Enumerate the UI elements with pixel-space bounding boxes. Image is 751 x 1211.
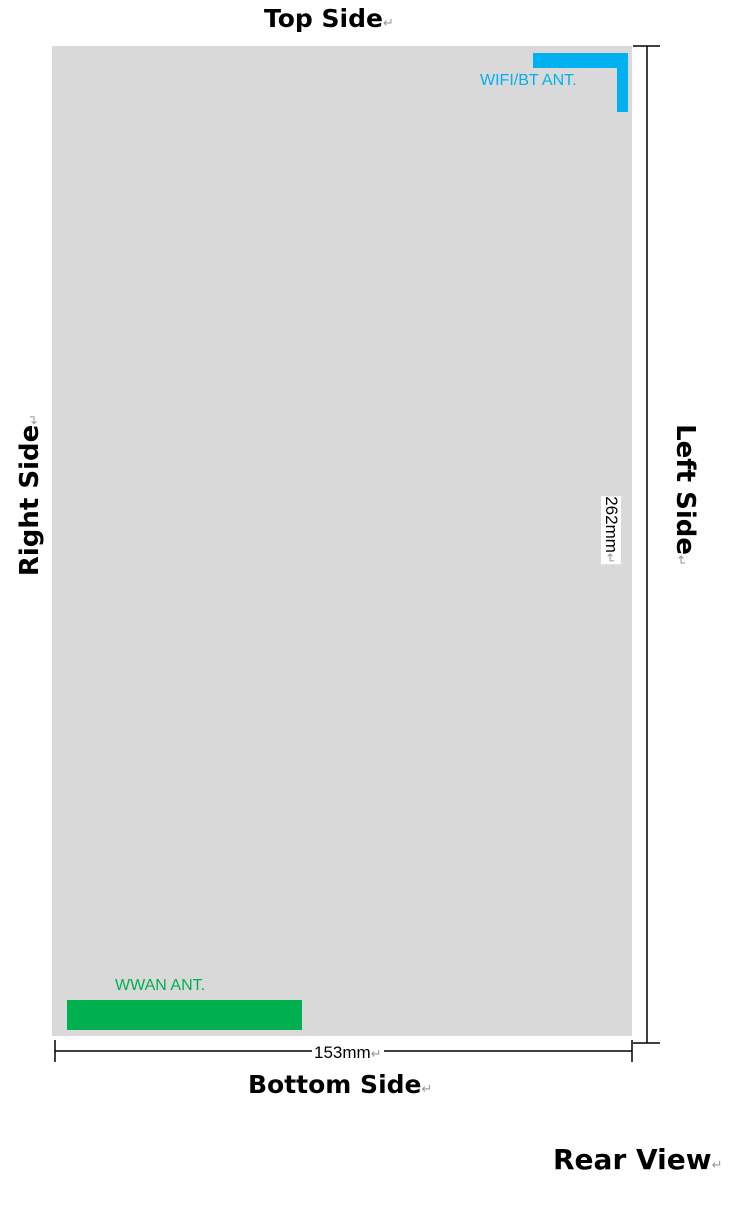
- width-dimension-label: 153mm↵: [312, 1043, 384, 1063]
- top-side-label: Top Side↵: [264, 4, 394, 33]
- device-rear-panel: [52, 46, 632, 1036]
- return-mark-icon: ↵: [602, 552, 617, 564]
- return-mark-icon: ↵: [382, 16, 394, 31]
- return-mark-icon: ↵: [711, 1158, 723, 1173]
- height-dimension-label: 262mm↵: [601, 496, 621, 564]
- right-side-label: Right Side↵: [15, 413, 45, 577]
- wifi-bt-antenna-vertical: [617, 53, 628, 112]
- wifi-bt-antenna-horizontal: [533, 53, 628, 68]
- wifi-bt-antenna-label: WIFI/BT ANT.: [480, 72, 577, 89]
- return-mark-icon: ↵: [421, 1082, 433, 1097]
- return-mark-icon: ↵: [370, 1047, 382, 1062]
- bottom-side-label: Bottom Side↵: [248, 1070, 433, 1099]
- left-side-label: Left Side↵: [670, 424, 700, 566]
- wwan-antenna-label: WWAN ANT.: [115, 977, 206, 994]
- return-mark-icon: ↵: [27, 413, 42, 425]
- rear-view-title: Rear View↵: [553, 1143, 723, 1176]
- wwan-antenna: [67, 1000, 302, 1030]
- return-mark-icon: ↵: [673, 554, 688, 566]
